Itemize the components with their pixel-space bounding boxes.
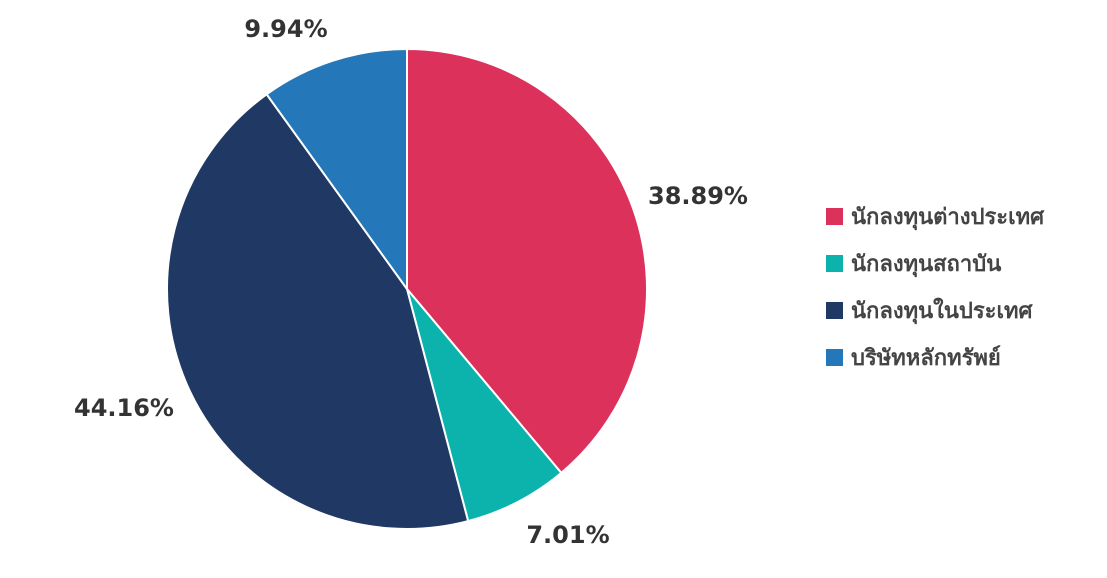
legend-item: นักลงทุนในประเทศ [826, 292, 1101, 329]
slice-value-label: 44.16% [74, 394, 174, 422]
pie-value-labels: 38.89% 7.01% 44.16% 9.94% [74, 15, 748, 549]
pie-slice-3 [166, 92, 470, 530]
legend-item: นักลงทุนสถาบัน [826, 245, 1101, 282]
legend-swatch [826, 255, 843, 272]
legend-item: บริษัทหลักทรัพย์ [826, 339, 1101, 376]
pie-slice-4 [265, 47, 408, 293]
pie-slice-1 [406, 47, 648, 475]
pie-slice-2 [406, 288, 563, 523]
legend-swatch [826, 349, 843, 366]
pie-slices [166, 47, 648, 530]
slice-value-label: 7.01% [526, 521, 609, 549]
slice-value-label: 9.94% [244, 15, 327, 43]
legend-label: นักลงทุนในประเทศ [851, 299, 1033, 324]
chart-legend: นักลงทุนต่างประเทศนักลงทุนสถาบันนักลงทุน… [826, 198, 1101, 386]
legend-item: นักลงทุนต่างประเทศ [826, 198, 1101, 235]
slice-value-label: 38.89% [648, 182, 748, 210]
legend-label: นักลงทุนต่างประเทศ [851, 205, 1045, 230]
legend-swatch [826, 208, 843, 225]
legend-swatch [826, 302, 843, 319]
legend-label: นักลงทุนสถาบัน [851, 252, 1002, 277]
legend-label: บริษัทหลักทรัพย์ [851, 346, 1001, 371]
